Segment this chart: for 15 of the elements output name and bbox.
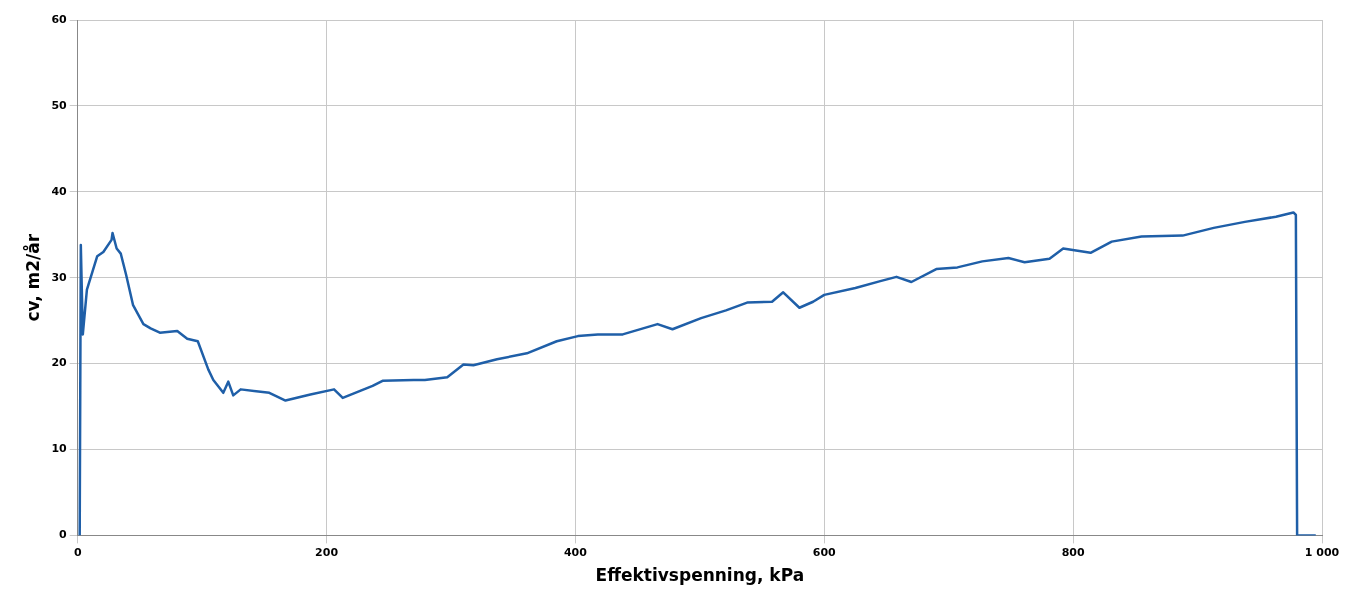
x-tick-label: 1 000	[1304, 545, 1340, 559]
x-tick-label: 200	[315, 545, 339, 559]
y-tick-label: 20	[51, 356, 68, 370]
x-tick-label: 0	[73, 545, 82, 559]
y-tick-label: 50	[51, 98, 68, 112]
y-tick-label: 40	[51, 184, 68, 198]
y-tick-label: 0	[59, 528, 68, 542]
x-tick-label: 800	[1061, 545, 1085, 559]
x-tick-label: 400	[563, 545, 588, 559]
x-tick-label: 600	[812, 545, 837, 559]
y-tick-label: 30	[51, 270, 68, 284]
y-tick-label: 60	[51, 12, 68, 26]
y-tick-label: 10	[51, 442, 68, 456]
y-axis-title: cv, m2/år	[21, 233, 43, 322]
x-axis-title: Effektivspenning, kPa	[595, 565, 805, 586]
